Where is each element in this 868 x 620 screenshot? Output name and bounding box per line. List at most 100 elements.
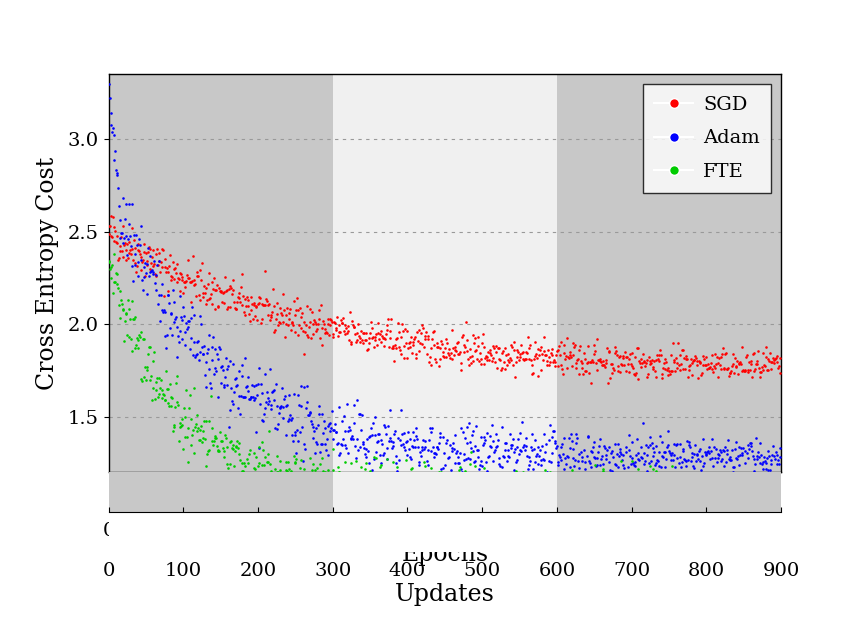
Point — [474, 432, 488, 441]
Point — [366, 489, 380, 499]
Point — [278, 476, 292, 485]
Bar — [557, 74, 781, 472]
Point — [575, 363, 589, 373]
Point — [679, 456, 693, 466]
Point — [706, 350, 720, 360]
Point — [217, 379, 231, 389]
Point — [512, 469, 526, 479]
Point — [746, 350, 760, 360]
Point — [388, 340, 402, 350]
Point — [623, 350, 637, 360]
Point — [319, 324, 332, 334]
Point — [750, 358, 764, 368]
Point — [671, 339, 685, 348]
Point — [740, 496, 754, 506]
Point — [293, 455, 307, 465]
Point — [589, 358, 602, 368]
Point — [674, 462, 688, 472]
Point — [477, 477, 490, 487]
Point — [404, 488, 418, 498]
Point — [312, 486, 326, 496]
Point — [639, 358, 653, 368]
Point — [456, 427, 470, 436]
Point — [640, 450, 654, 460]
Point — [726, 476, 740, 486]
Point — [333, 448, 347, 458]
Point — [610, 449, 624, 459]
Point — [591, 476, 605, 485]
Point — [270, 424, 284, 434]
Point — [329, 427, 343, 437]
Point — [733, 357, 747, 367]
Point — [108, 236, 122, 246]
Point — [491, 477, 505, 487]
Point — [330, 427, 344, 437]
Point — [302, 410, 316, 420]
Point — [412, 325, 426, 335]
Point — [279, 310, 293, 320]
Point — [507, 345, 521, 355]
Point — [167, 264, 181, 274]
Point — [387, 471, 401, 480]
Point — [228, 441, 242, 451]
Point — [307, 475, 321, 485]
Point — [102, 221, 115, 231]
Point — [118, 214, 132, 224]
Point — [730, 355, 744, 365]
Point — [508, 470, 522, 480]
Point — [598, 443, 612, 453]
Point — [399, 454, 413, 464]
Point — [232, 449, 246, 459]
Point — [720, 445, 733, 454]
Point — [281, 458, 295, 467]
Point — [758, 478, 772, 488]
Point — [468, 485, 482, 495]
Point — [419, 327, 433, 337]
Point — [760, 453, 774, 463]
Point — [164, 275, 178, 285]
Point — [725, 487, 739, 497]
Point — [508, 489, 522, 498]
Point — [664, 455, 678, 465]
Point — [358, 335, 372, 345]
Point — [544, 457, 558, 467]
Point — [753, 367, 766, 377]
Point — [762, 356, 776, 366]
Point — [282, 414, 296, 424]
Point — [525, 491, 539, 501]
Point — [223, 405, 237, 415]
Point — [368, 335, 382, 345]
Point — [590, 334, 604, 343]
Point — [217, 453, 231, 463]
Point — [235, 466, 249, 476]
Point — [707, 363, 721, 373]
Point — [410, 423, 424, 433]
Point — [655, 438, 669, 448]
Point — [317, 319, 331, 329]
Point — [308, 317, 322, 327]
Point — [437, 352, 451, 362]
Point — [212, 392, 226, 402]
Point — [259, 403, 273, 413]
Point — [401, 488, 415, 498]
Point — [223, 302, 237, 312]
Point — [133, 240, 147, 250]
Point — [275, 310, 289, 320]
Point — [617, 360, 631, 370]
Point — [613, 446, 627, 456]
Point — [249, 301, 263, 311]
Point — [357, 327, 371, 337]
Point — [701, 441, 715, 451]
Point — [588, 340, 602, 350]
Point — [681, 440, 695, 450]
Point — [522, 478, 536, 488]
Point — [733, 479, 746, 489]
Point — [263, 459, 277, 469]
Point — [353, 441, 367, 451]
Point — [325, 406, 339, 416]
Point — [502, 349, 516, 359]
Point — [308, 465, 322, 475]
Point — [341, 321, 355, 331]
Point — [637, 448, 651, 458]
Point — [436, 477, 450, 487]
